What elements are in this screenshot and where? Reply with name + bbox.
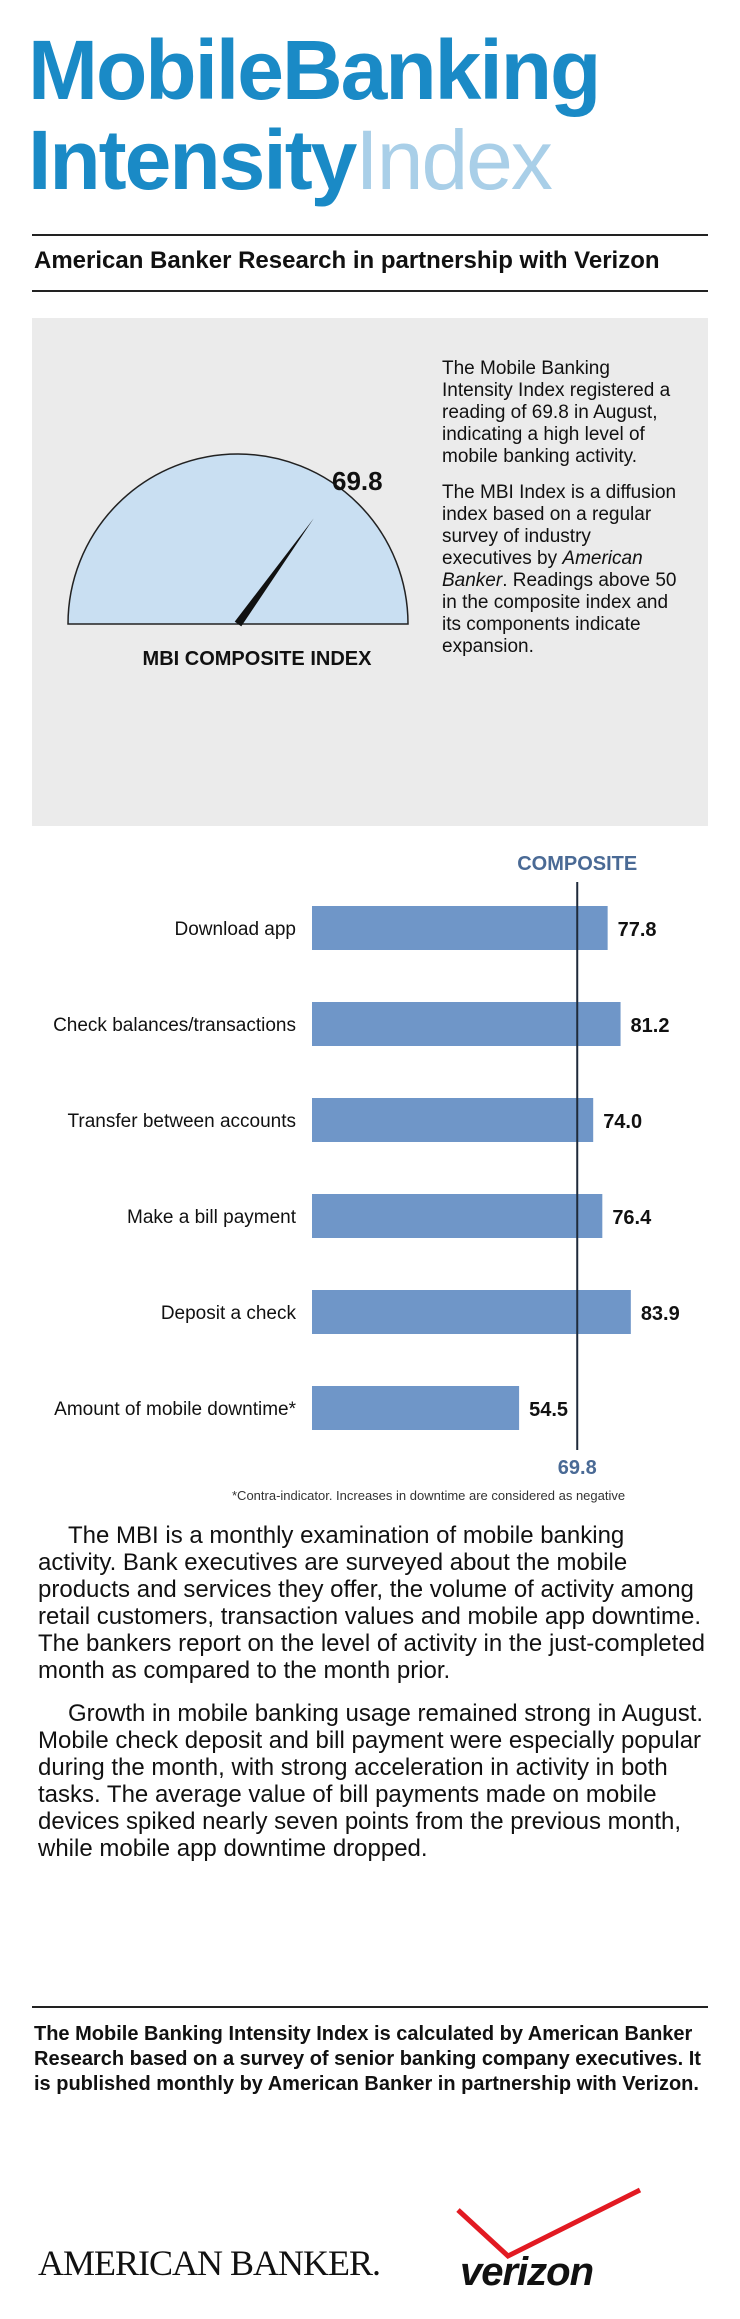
summary-p2-italic: American Banker bbox=[442, 548, 643, 591]
summary-paragraph-2: The MBI Index is a diffusion index based… bbox=[442, 482, 682, 658]
gauge-caption: MBI COMPOSITE INDEX bbox=[142, 648, 372, 670]
component-bar-chart: Download app 77.8 Check balances/transacti… bbox=[53, 853, 680, 1479]
body-text: The MBI is a monthly examination of mobi… bbox=[38, 1522, 706, 1878]
gauge-value-label: 69.8 bbox=[332, 466, 383, 496]
summary-p2-end: . Readings above 50 in the composite ind… bbox=[442, 570, 677, 657]
bar-category-label: Amount of mobile downtime* bbox=[54, 1399, 296, 1420]
bar-value-label: 74.0 bbox=[603, 1111, 642, 1133]
bar bbox=[312, 1098, 594, 1142]
title-line-2: IntensityIndex bbox=[28, 118, 553, 202]
body-paragraph-1: The MBI is a monthly examination of mobi… bbox=[38, 1522, 706, 1684]
verizon-check-icon bbox=[456, 2187, 642, 2260]
bar-value-label: 83.9 bbox=[641, 1303, 680, 1325]
composite-value-label: 69.8 bbox=[558, 1457, 597, 1479]
summary-paragraph-1: The Mobile Banking Intensity Index regis… bbox=[442, 358, 671, 467]
header-rule-bottom bbox=[32, 290, 708, 292]
american-banker-logo: AMERICAN BANKER. bbox=[38, 2243, 381, 2283]
bar-value-label: 81.2 bbox=[631, 1015, 670, 1037]
bar bbox=[312, 1290, 631, 1334]
bar-category-label: Make a bill payment bbox=[127, 1207, 297, 1228]
verizon-logo: verizon bbox=[460, 2250, 594, 2294]
bar bbox=[312, 906, 608, 950]
about-text: The Mobile Banking Intensity Index is ca… bbox=[34, 2023, 701, 2095]
bar bbox=[312, 1386, 520, 1430]
summary-p2-start: The MBI Index is a diffusion index based… bbox=[442, 482, 677, 569]
composite-gauge: 69.8 bbox=[67, 453, 409, 627]
header-rule-top bbox=[32, 234, 708, 236]
gauge-semicircle bbox=[67, 453, 409, 625]
footer-rule bbox=[32, 2006, 708, 2008]
composite-label: COMPOSITE bbox=[517, 853, 637, 875]
bar-category-label: Download app bbox=[175, 919, 296, 940]
title-line-1: MobileBanking bbox=[28, 23, 601, 117]
bar bbox=[312, 1002, 621, 1046]
bar-category-label: Transfer between accounts bbox=[68, 1111, 296, 1132]
gauge-needle bbox=[234, 518, 314, 627]
bar-value-label: 54.5 bbox=[529, 1399, 568, 1421]
bar-category-label: Deposit a check bbox=[161, 1303, 297, 1324]
title-intensity: Intensity bbox=[28, 113, 357, 207]
subtitle: American Banker Research in partnership … bbox=[34, 247, 660, 274]
summary-panel: 69.8 MBI COMPOSITE INDEX The Mobile Bank… bbox=[32, 318, 708, 826]
bar-category-label: Check balances/transactions bbox=[53, 1015, 296, 1036]
bar bbox=[312, 1194, 603, 1238]
title-index: Index bbox=[355, 113, 552, 207]
summary-text: The Mobile Banking Intensity Index regis… bbox=[442, 358, 682, 672]
chart-footnote: *Contra-indicator. Increases in downtime… bbox=[232, 1488, 626, 1503]
bar-value-label: 77.8 bbox=[618, 919, 657, 941]
bar-value-label: 76.4 bbox=[612, 1207, 652, 1229]
body-paragraph-2: Growth in mobile banking usage remained … bbox=[38, 1700, 704, 1862]
